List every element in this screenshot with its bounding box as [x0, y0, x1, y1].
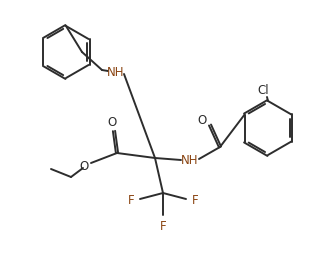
Text: NH: NH	[181, 154, 199, 167]
Text: NH: NH	[107, 66, 125, 79]
Text: F: F	[128, 193, 134, 207]
Text: F: F	[192, 193, 198, 207]
Text: O: O	[79, 160, 89, 173]
Text: F: F	[160, 221, 166, 234]
Text: Cl: Cl	[257, 85, 269, 98]
Text: O: O	[107, 117, 117, 130]
Text: O: O	[197, 114, 207, 127]
